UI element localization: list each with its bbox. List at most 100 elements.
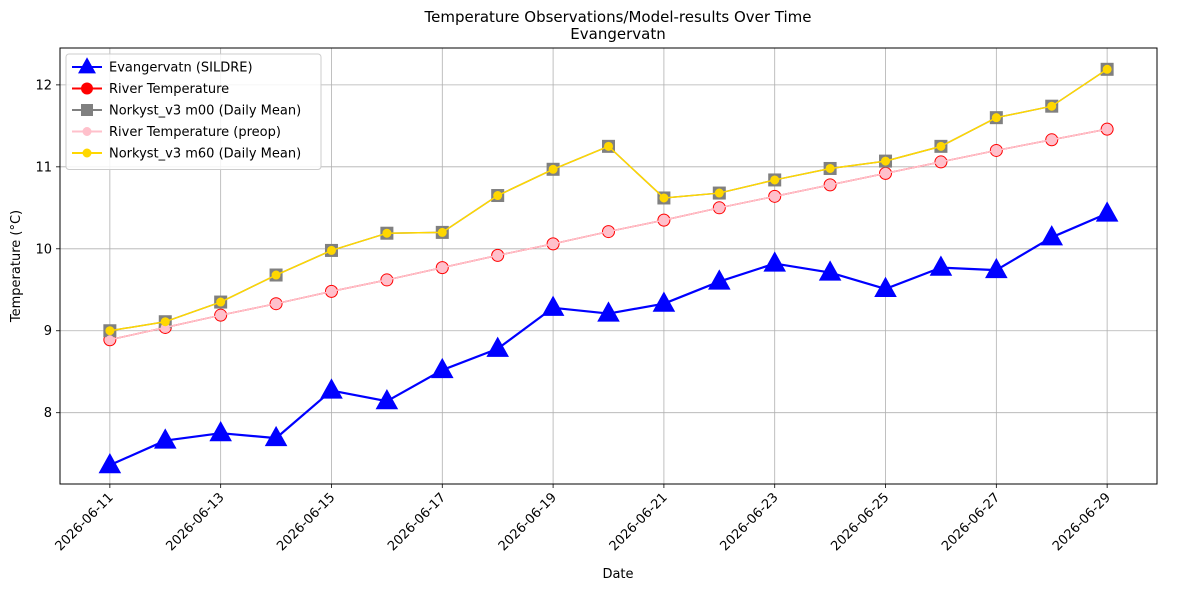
legend-label: River Temperature (preop) xyxy=(109,125,281,140)
legend-marker xyxy=(81,104,93,116)
legend-marker xyxy=(78,57,96,74)
data-point xyxy=(659,193,669,203)
data-point xyxy=(98,452,122,474)
legend-entry: Norkyst_v3 m60 (Daily Mean) xyxy=(72,147,301,162)
x-axis-label: Date xyxy=(602,567,633,582)
x-tick-label: 2026-06-25 xyxy=(828,490,892,554)
data-point xyxy=(105,335,115,345)
data-point xyxy=(991,145,1001,155)
data-point xyxy=(991,113,1001,123)
legend-entry: Evangervatn (SILDRE) xyxy=(72,57,253,76)
legend-label: Evangervatn (SILDRE) xyxy=(109,61,253,76)
data-point xyxy=(375,389,399,410)
data-point xyxy=(770,175,780,185)
data-point xyxy=(1047,101,1057,111)
data-point xyxy=(881,168,891,178)
legend-box xyxy=(65,53,322,170)
series-4 xyxy=(105,124,1112,345)
data-point xyxy=(597,301,620,322)
legend-entry: River Temperature xyxy=(72,82,229,97)
x-tick-label: 2026-06-29 xyxy=(1050,490,1114,554)
x-tick-label: 2026-06-17 xyxy=(385,490,449,554)
legend: Evangervatn (SILDRE) River Temperature Nor… xyxy=(65,53,322,170)
legend-entry: Norkyst_v3 m00 (Daily Mean) xyxy=(72,104,301,119)
data-point xyxy=(326,286,336,296)
data-point xyxy=(216,297,226,307)
data-point xyxy=(382,228,392,238)
data-point xyxy=(708,269,731,290)
data-point xyxy=(437,227,447,237)
data-point xyxy=(818,260,842,281)
data-point xyxy=(486,336,509,357)
legend-label: River Temperature xyxy=(109,82,229,97)
data-point xyxy=(1102,124,1112,134)
y-tick-label: 9 xyxy=(44,324,52,339)
x-tick-label: 2026-06-27 xyxy=(939,490,1003,554)
data-point xyxy=(430,357,454,379)
data-point xyxy=(493,250,503,260)
data-point xyxy=(153,428,177,449)
data-point xyxy=(825,163,835,173)
data-point xyxy=(382,275,392,285)
data-point xyxy=(320,378,343,399)
y-tick-label: 11 xyxy=(35,160,52,175)
data-point xyxy=(1047,135,1057,145)
data-point xyxy=(604,141,613,151)
x-tick-label: 2026-06-21 xyxy=(607,490,671,554)
data-point xyxy=(874,276,897,298)
data-point xyxy=(936,157,946,167)
series xyxy=(98,62,1119,474)
data-point xyxy=(105,326,115,336)
series-5 xyxy=(105,64,1112,336)
y-axis-label: Temperature (°C) xyxy=(9,210,24,323)
data-point xyxy=(541,295,565,316)
data-point xyxy=(985,257,1008,279)
legend-marker xyxy=(81,82,93,95)
series-1 xyxy=(98,201,1119,474)
x-tick-label: 2026-06-11 xyxy=(53,490,117,554)
x-tick-label: 2026-06-19 xyxy=(496,490,560,554)
data-point xyxy=(1095,201,1119,222)
data-point xyxy=(548,164,558,174)
data-point xyxy=(604,227,613,237)
data-point xyxy=(548,239,558,249)
legend-marker xyxy=(82,148,92,158)
data-point xyxy=(1102,64,1112,74)
data-point xyxy=(825,180,835,190)
data-point xyxy=(437,263,447,273)
data-point xyxy=(271,270,281,280)
data-point xyxy=(209,421,232,442)
data-point xyxy=(770,191,780,201)
data-point xyxy=(881,156,891,166)
data-point xyxy=(271,299,281,309)
data-point xyxy=(929,255,953,276)
x-tick-label: 2026-06-13 xyxy=(163,490,227,554)
legend-label: Norkyst_v3 m00 (Daily Mean) xyxy=(109,104,301,119)
y-tick-label: 10 xyxy=(35,242,52,257)
data-point xyxy=(714,203,724,213)
data-point xyxy=(936,141,946,151)
data-point xyxy=(264,425,288,447)
y-tick-label: 12 xyxy=(35,78,52,93)
data-point xyxy=(216,310,226,320)
x-tick-label: 2026-06-23 xyxy=(718,490,782,554)
chart-subtitle: Evangervatn xyxy=(570,25,665,43)
data-point xyxy=(659,215,669,225)
data-point xyxy=(652,291,676,312)
legend-label: Norkyst_v3 m60 (Daily Mean) xyxy=(109,147,301,162)
data-point xyxy=(1040,225,1064,246)
series-line xyxy=(109,212,1108,467)
data-point xyxy=(714,188,724,198)
data-point xyxy=(763,251,787,272)
x-tick-label: 2026-06-15 xyxy=(274,490,338,554)
data-point xyxy=(326,245,336,255)
chart-title: Temperature Observations/Model-results O… xyxy=(423,8,811,26)
data-point xyxy=(160,317,170,327)
y-tick-label: 8 xyxy=(44,406,52,421)
plot-frame xyxy=(59,47,1158,485)
legend-marker xyxy=(82,127,92,136)
legend-entry: River Temperature (preop) xyxy=(72,125,281,140)
data-point xyxy=(493,191,503,201)
